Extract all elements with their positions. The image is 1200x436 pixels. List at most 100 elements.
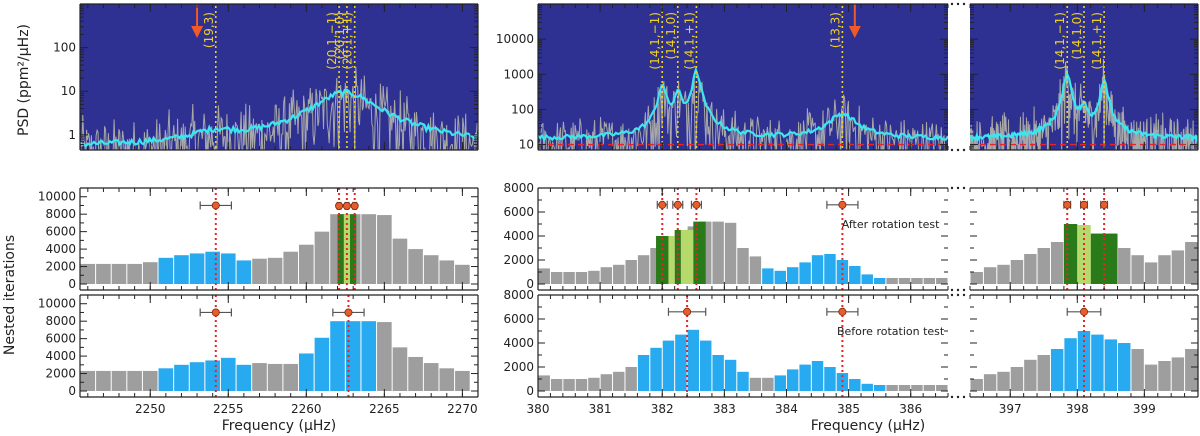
middle-raw-psd-line [538,73,946,150]
histogram-bar [799,262,811,284]
histogram-bar [613,264,625,284]
frequency-marker [1080,200,1089,209]
right-mode-label: (14,1,+1) [1090,12,1104,70]
middle-before-y-tick-label: 2000 [503,360,534,374]
right-mode-label: (14,1,−1) [1053,12,1067,70]
histogram-bar [625,367,637,391]
middle-after-y-tick-label: 6000 [503,205,534,219]
histogram-bar [662,340,675,391]
histogram-bar [737,248,749,284]
histogram-bar [80,263,96,284]
left-after-y-tick-label: 10000 [38,190,76,204]
histogram-bar [650,347,662,391]
histogram-bar [600,267,613,284]
histogram-bar [189,362,205,391]
middle-after-histogram [538,188,948,290]
frequency-marker [350,201,359,210]
frequency-marker [211,201,220,210]
x-tick-label: 397 [999,402,1022,416]
histogram-bar [873,278,886,284]
frequency-marker [683,307,692,316]
y-axis-label-psd: PSD (ppm²/μHz) [16,24,32,136]
histogram-bar [142,370,158,391]
frequency-marker [344,308,353,317]
histogram-bar [220,253,236,284]
histogram-bar-peak [1063,224,1078,284]
histogram-bar [749,377,762,391]
histogram-bar [886,385,898,391]
middle-psd-traces [538,4,948,150]
axis-break-dot [950,2,954,6]
middle-after-y-tick-label: 8000 [503,181,534,195]
frequency-marker [692,200,701,209]
histogram-bar [849,266,861,284]
histogram-bar [687,329,700,391]
middle-before-y-tick-label: 6000 [503,312,534,326]
histogram-bar [111,370,127,391]
histogram-bar [127,263,142,284]
histogram-bar [1091,334,1104,391]
histogram-bar [455,264,470,284]
middle-before-histogram [538,295,948,397]
frequency-marker [211,308,220,317]
histogram-bar [96,263,111,284]
histogram-bar [824,367,836,391]
x-tick-label: 385 [837,402,860,416]
histogram-bar [174,255,189,284]
x-tick-label: 381 [589,402,612,416]
right-psd-traces [970,6,1198,150]
histogram-bar [1050,349,1064,391]
histogram-bar [911,278,923,284]
histogram-bar [824,254,836,284]
x-tick-label: 382 [651,402,674,416]
left-psd-traces [80,4,478,150]
histogram-bar [158,257,174,284]
histogram-bar [997,264,1010,284]
x-axis-label-left: Frequency (μHz) [222,418,336,434]
middle-psd-y-tick-label: 10 [519,138,534,152]
left-before-histogram [80,295,470,397]
histogram-bar [1024,254,1037,284]
left-after-histogram [80,188,470,290]
histogram-bar [786,369,799,391]
histogram-bar [1064,338,1077,391]
axis-break-dot [950,395,954,399]
axis-break-dot [950,148,954,152]
histogram-bar [205,251,220,284]
histogram-bar [749,256,762,284]
axis-break-dot [950,293,954,297]
axis-break-dot [962,148,966,152]
histogram-bar [983,267,997,284]
x-tick-label: 398 [1066,402,1089,416]
histogram-bar [236,260,252,284]
middle-smoothed-psd-line [538,65,948,143]
histogram-bar [314,337,330,391]
left-psd-y-tick-label: 100 [53,41,76,55]
histogram-bar [299,353,314,391]
histogram-bar [712,355,724,391]
middle-before-note: Before rotation test [837,325,945,338]
histogram-bar [983,374,997,391]
histogram-bar [1144,262,1158,284]
histogram-bar [314,231,330,284]
histogram-bar-peak [693,221,706,284]
x-tick-label: 2255 [213,402,244,416]
histogram-bar [158,368,174,391]
x-tick-label: 386 [899,402,922,416]
histogram-bar [1050,242,1064,284]
histogram-bar [111,263,127,284]
histogram-bar [575,272,588,284]
histogram-bar [799,364,811,391]
middle-psd-y-tick-label: 10000 [496,32,534,46]
histogram-bar [189,253,205,284]
axis-break-dot [956,2,960,6]
histogram-bar [637,255,650,284]
histogram-bar [637,355,650,391]
middle-after-y-tick-label: 2000 [503,253,534,267]
left-psd-y-tick-label: 1 [68,128,76,142]
histogram-bar [550,272,563,284]
histogram-bar [675,334,687,391]
middle-before-y-tick-label: 4000 [503,336,534,350]
histogram-bar [408,249,423,284]
histogram-bar [786,267,799,284]
